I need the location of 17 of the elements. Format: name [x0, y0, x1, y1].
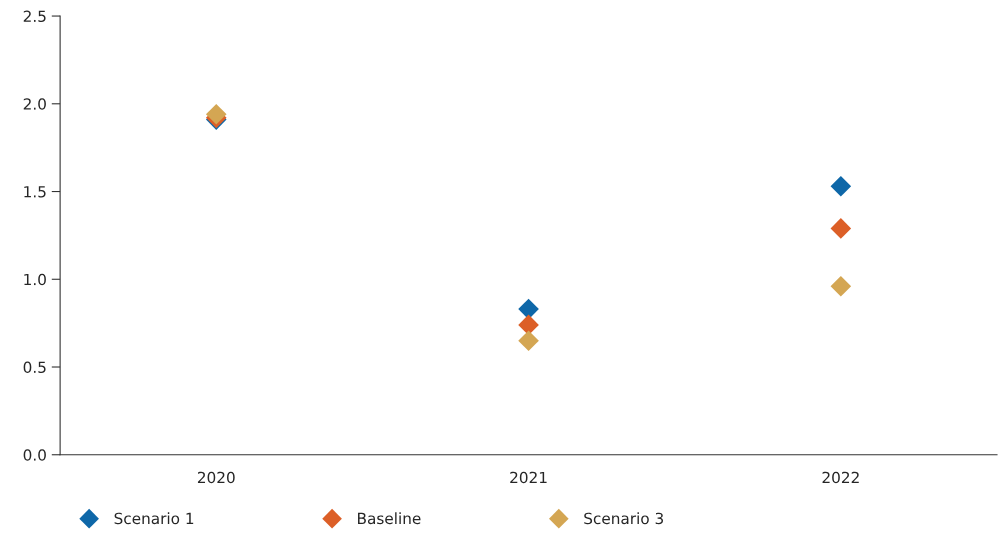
legend-label: Scenario 1 — [114, 512, 194, 525]
y-tick-label: 1.0 — [24, 273, 46, 286]
point — [518, 330, 539, 351]
legend-label: Scenario 3 — [584, 512, 664, 525]
y-tick-label: 2.5 — [23, 10, 46, 23]
point — [830, 218, 852, 239]
point — [830, 275, 852, 297]
y-tick-label: 2.0 — [23, 98, 46, 110]
y-tick-label: 1.5 — [24, 186, 46, 198]
point — [830, 175, 852, 197]
x-tick-label: 2020 — [197, 471, 235, 484]
x-tick-label: 2022 — [822, 471, 859, 484]
x-tick-label: 2021 — [510, 471, 547, 484]
point — [518, 298, 539, 320]
y-tick-label: 0.0 — [23, 449, 46, 461]
legend-label: Baseline — [358, 512, 421, 525]
y-tick-label: 0.5 — [23, 361, 46, 374]
